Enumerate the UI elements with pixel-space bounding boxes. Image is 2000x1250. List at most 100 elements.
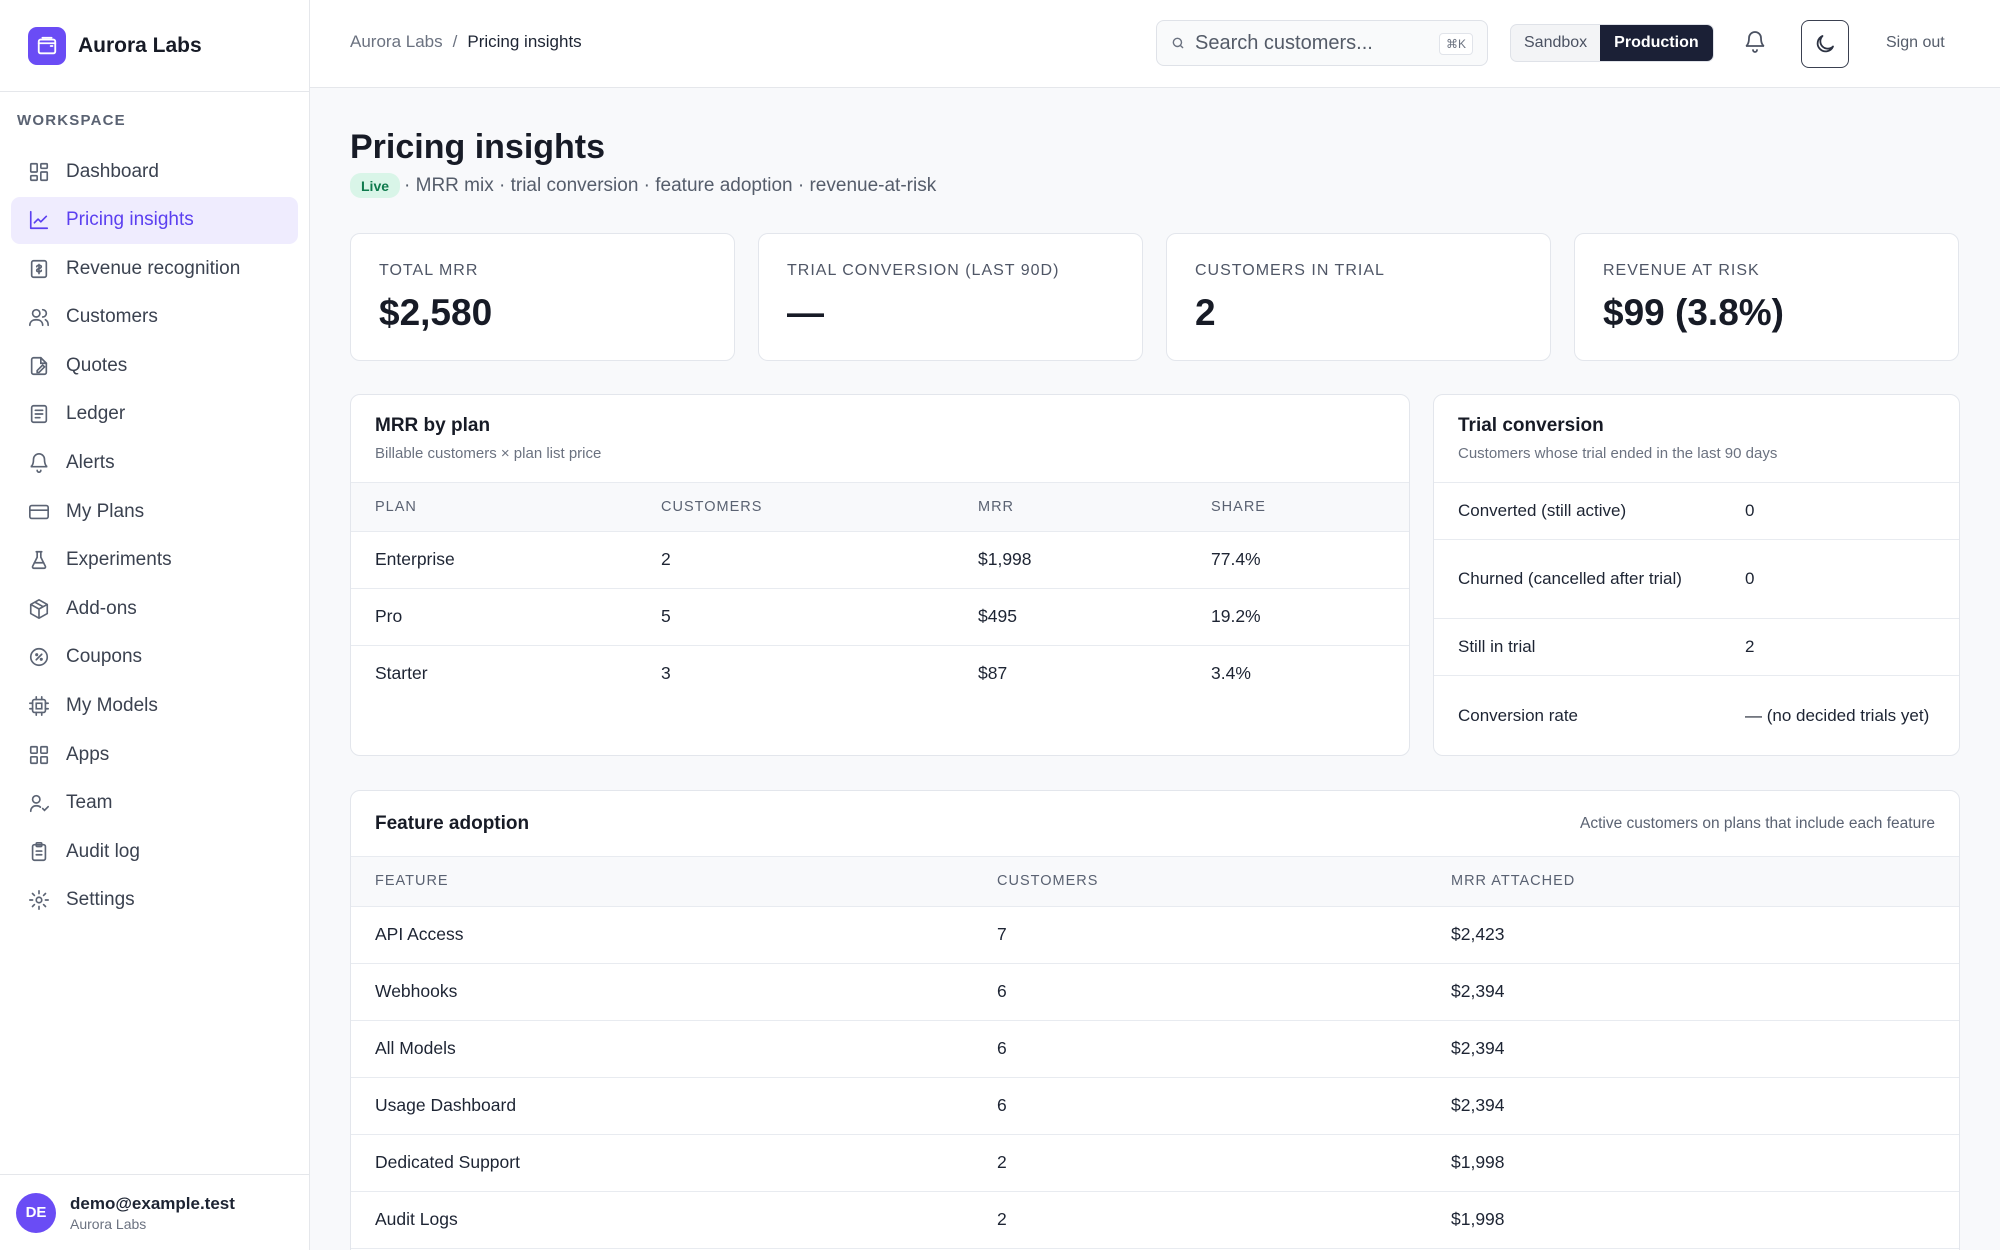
mrr-attached-cell: $2,394 — [1427, 1077, 1959, 1135]
card-subtitle: Customers whose trial ended in the last … — [1458, 445, 1778, 462]
sidebar-item-customers[interactable]: Customers — [11, 294, 298, 341]
receipt-icon — [28, 258, 50, 280]
kpi-value: — — [787, 292, 824, 333]
search-box[interactable]: ⌘K — [1156, 20, 1488, 66]
column-header[interactable]: MRR — [954, 483, 1187, 532]
trial-row-label: Converted (still active) — [1458, 501, 1627, 520]
workspace-label: WORKSPACE — [17, 112, 126, 129]
trial-conversion-card: Trial conversion Customers whose trial e… — [1433, 394, 1960, 756]
sidebar-item-quotes[interactable]: Quotes — [11, 342, 298, 389]
sidebar-item-alerts[interactable]: Alerts — [11, 440, 298, 487]
live-badge: Live — [350, 173, 401, 198]
table-row[interactable]: Usage Dashboard 6 $2,394 — [351, 1077, 1959, 1135]
plan-cell: Pro — [351, 588, 637, 646]
customers-cell: 6 — [973, 1020, 1427, 1078]
column-header[interactable]: SHARE — [1187, 483, 1409, 532]
table-row[interactable]: Webhooks 6 $2,394 — [351, 963, 1959, 1021]
sidebar-item-label: Customers — [66, 306, 158, 328]
table-header-row: PLAN CUSTOMERS MRR SHARE — [351, 483, 1409, 532]
column-header[interactable]: CUSTOMERS — [973, 857, 1427, 907]
mrr-attached-cell: $2,394 — [1427, 963, 1959, 1021]
column-header[interactable]: FEATURE — [351, 857, 973, 907]
team-icon — [28, 792, 50, 814]
apps-icon — [28, 744, 50, 766]
sidebar-item-label: Quotes — [66, 354, 128, 376]
breadcrumb-separator: / — [452, 32, 458, 51]
customers-cell: 2 — [973, 1191, 1427, 1249]
env-production-button[interactable]: Production — [1600, 25, 1713, 61]
table-header-row: FEATURE CUSTOMERS MRR ATTACHED — [351, 857, 1959, 907]
bell-icon — [28, 452, 50, 474]
table-row[interactable]: Audit Logs 2 $1,998 — [351, 1191, 1959, 1249]
brand[interactable]: Aurora Labs — [0, 0, 309, 92]
sidebar-item-experiments[interactable]: Experiments — [11, 537, 298, 584]
sidebar-item-label: Pricing insights — [66, 209, 194, 231]
environment-toggle: Sandbox Production — [1510, 24, 1714, 62]
sidebar-item-label: My Plans — [66, 500, 145, 522]
sidebar-item-revenue-recognition[interactable]: Revenue recognition — [11, 245, 298, 292]
table-row[interactable]: Starter 3 $87 3.4% — [351, 645, 1409, 702]
sidebar-item-team[interactable]: Team — [11, 780, 298, 827]
chart-line-icon — [28, 209, 50, 231]
sidebar-item-pricing-insights[interactable]: Pricing insights — [11, 196, 298, 244]
kpi-row: TOTAL MRR $2,580 TRIAL CONVERSION (LAST … — [350, 233, 1960, 361]
table-row[interactable]: API Access 7 $2,423 — [351, 906, 1959, 964]
feature-adoption-table: FEATURE CUSTOMERS MRR ATTACHED API Acces… — [351, 857, 1959, 1249]
notifications-bell-icon[interactable] — [1743, 30, 1769, 56]
user-menu[interactable]: DE demo@example.test Aurora Labs — [0, 1174, 310, 1250]
sidebar-item-my-plans[interactable]: My Plans — [11, 488, 298, 535]
column-header[interactable]: CUSTOMERS — [637, 483, 954, 532]
feature-cell: Webhooks — [351, 963, 973, 1021]
page-subtitle: Live · MRR mix · trial conversion · feat… — [350, 173, 936, 198]
search-input[interactable] — [1195, 31, 1425, 55]
card-header: Feature adoption Active customers on pla… — [351, 791, 1959, 857]
sidebar: Aurora Labs WORKSPACE Dashboard Pricing … — [0, 0, 310, 1250]
column-header[interactable]: PLAN — [351, 483, 637, 532]
kpi-label: TOTAL MRR — [379, 262, 479, 279]
theme-toggle-button[interactable] — [1801, 20, 1849, 68]
sidebar-item-label: Coupons — [66, 646, 143, 668]
sidebar-item-my-models[interactable]: My Models — [11, 683, 298, 730]
trial-row-label: Churned (cancelled after trial) — [1458, 569, 1682, 588]
sidebar-item-apps[interactable]: Apps — [11, 731, 298, 778]
topbar: Aurora Labs / Pricing insights ⌘K Sandbo… — [310, 0, 2000, 88]
sidebar-item-dashboard[interactable]: Dashboard — [11, 148, 298, 195]
share-cell: 3.4% — [1211, 663, 1251, 684]
kpi-value: 2 — [1195, 292, 1216, 333]
sidebar-item-label: Add-ons — [66, 597, 137, 619]
feature-cell: Usage Dashboard — [351, 1077, 973, 1135]
table-row[interactable]: Enterprise 2 $1,998 77.4% — [351, 531, 1409, 589]
search-shortcut: ⌘K — [1438, 33, 1473, 55]
plan-cell: Starter — [375, 663, 428, 684]
table-row[interactable]: All Models 6 $2,394 — [351, 1020, 1959, 1078]
credit-card-icon — [28, 501, 50, 523]
kpi-value: $2,580 — [379, 292, 493, 333]
user-org: Aurora Labs — [70, 1215, 147, 1232]
breadcrumb-root[interactable]: Aurora Labs — [350, 32, 443, 51]
sidebar-item-settings[interactable]: Settings — [11, 877, 298, 924]
card-header: Trial conversion Customers whose trial e… — [1434, 395, 1959, 483]
sidebar-item-label: My Models — [66, 695, 158, 717]
mrr-by-plan-table: PLAN CUSTOMERS MRR SHARE Enterprise 2 $1… — [351, 483, 1409, 702]
dashboard-icon — [28, 161, 50, 183]
sidebar-item-ledger[interactable]: Ledger — [11, 391, 298, 438]
sidebar-item-audit-log[interactable]: Audit log — [11, 828, 298, 875]
sidebar-item-coupons[interactable]: Coupons — [11, 634, 298, 681]
kpi-card-trial-conversion: TRIAL CONVERSION (LAST 90D) — — [758, 233, 1143, 361]
trial-row-conversion-rate: Conversion rate — (no decided trials yet… — [1434, 676, 1959, 755]
card-header: MRR by plan Billable customers × plan li… — [351, 395, 1409, 483]
wallet-icon — [28, 26, 66, 65]
user-email: demo@example.test — [70, 1193, 235, 1213]
column-header[interactable]: MRR ATTACHED — [1427, 857, 1959, 907]
kpi-card-total-mrr: TOTAL MRR $2,580 — [350, 233, 735, 361]
customers-cell: 7 — [973, 906, 1427, 964]
sidebar-item-label: Settings — [66, 889, 135, 911]
env-sandbox-button[interactable]: Sandbox — [1524, 34, 1588, 51]
table-row[interactable]: Pro 5 $495 19.2% — [351, 588, 1409, 646]
sign-out-link[interactable]: Sign out — [1886, 34, 1945, 51]
feature-cell: All Models — [351, 1020, 973, 1078]
table-row[interactable]: Dedicated Support 2 $1,998 — [351, 1134, 1959, 1192]
sidebar-item-add-ons[interactable]: Add-ons — [11, 585, 298, 632]
breadcrumb: Aurora Labs / Pricing insights — [350, 32, 582, 52]
trial-row-value: — (no decided trials yet) — [1745, 705, 1930, 725]
